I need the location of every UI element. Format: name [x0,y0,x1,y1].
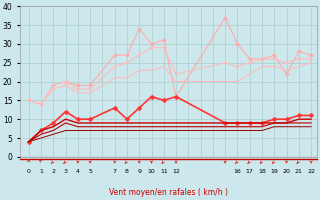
X-axis label: Vent moyen/en rafales ( km/h ): Vent moyen/en rafales ( km/h ) [109,188,228,197]
